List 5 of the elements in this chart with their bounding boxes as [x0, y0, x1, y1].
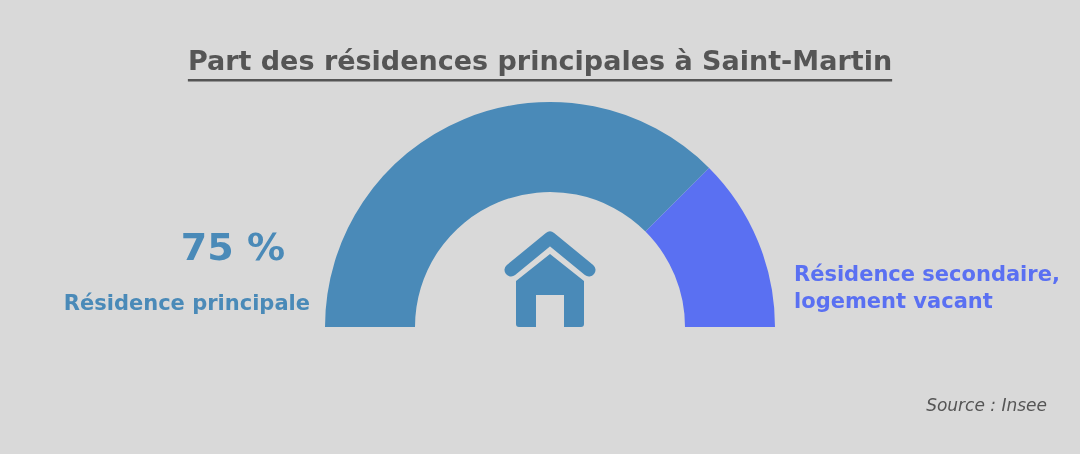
chart-title: Part des résidences principales à Saint-Martin: [187, 45, 893, 76]
slice-label: Résidence secondaire, logement vacant: [794, 262, 1060, 313]
data-label: 75 %: [180, 225, 285, 269]
source-note: Source : Insee: [926, 395, 1047, 415]
slice-label: Résidence principale: [63, 291, 310, 315]
